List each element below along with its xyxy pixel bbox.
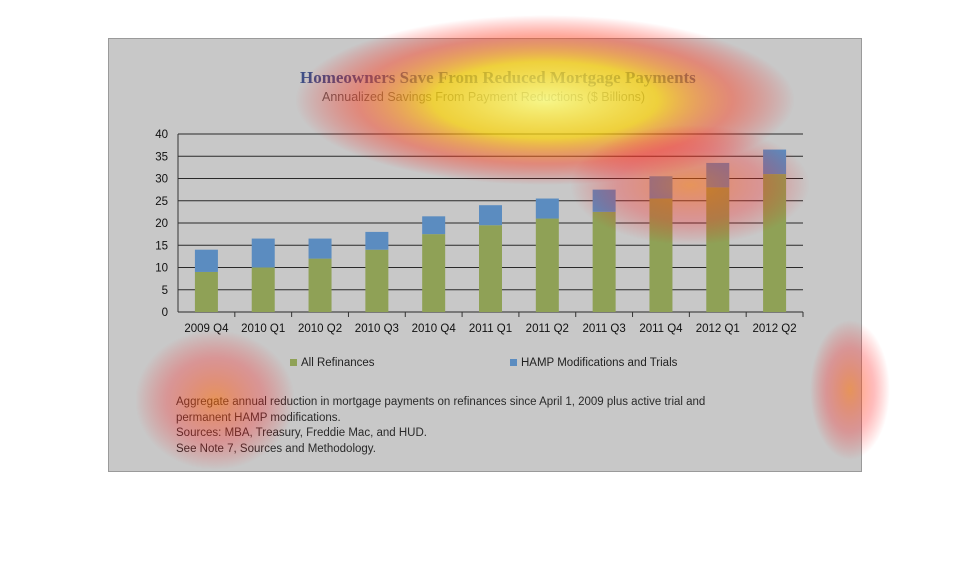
legend-label-hamp: HAMP Modifications and Trials — [521, 357, 678, 369]
y-tick-label: 25 — [155, 196, 168, 208]
bar-refinances — [308, 258, 332, 312]
bar-hamp — [479, 205, 502, 226]
x-tick-label: 2010 Q3 — [355, 323, 399, 335]
legend: All Refinances HAMP Modifications and Tr… — [290, 357, 750, 375]
bar-refinances — [422, 234, 446, 312]
legend-swatch-hamp — [510, 359, 517, 367]
note-line: permanent HAMP modifications. — [176, 411, 341, 424]
bar-refinances — [535, 218, 559, 312]
bar-refinances — [194, 271, 218, 312]
bar-hamp — [251, 238, 275, 268]
note-line: See Note 7, Sources and Methodology. — [176, 442, 376, 455]
y-tick-label: 10 — [155, 263, 168, 275]
legend-swatch-refinances — [290, 359, 297, 367]
x-tick-label: 2012 Q1 — [696, 323, 740, 335]
bar-hamp — [706, 162, 730, 188]
bar-refinances — [706, 187, 730, 312]
bar-refinances — [365, 249, 389, 312]
x-tick-label: 2010 Q1 — [241, 323, 285, 335]
y-tick-label: 40 — [155, 129, 168, 141]
bar-hamp — [365, 231, 389, 250]
x-tick-label: 2011 Q3 — [583, 323, 626, 335]
x-tick-label: 2011 Q2 — [526, 323, 569, 335]
x-tick-label: 2011 Q4 — [639, 323, 683, 335]
y-tick-label: 35 — [155, 151, 168, 163]
note-line: Sources: MBA, Treasury, Freddie Mac, and… — [176, 427, 427, 439]
bar-hamp — [422, 216, 446, 235]
y-tick-label: 30 — [155, 174, 168, 186]
x-tick-label: 2010 Q4 — [412, 323, 457, 335]
legend-label-refinances: All Refinances — [301, 357, 375, 369]
y-tick-label: 20 — [155, 218, 168, 230]
chart-notes: Aggregate annual reduction in mortgage p… — [176, 395, 736, 457]
x-tick-label: 2011 Q1 — [469, 323, 512, 335]
bar-hamp — [535, 198, 559, 219]
y-tick-label: 0 — [162, 307, 168, 319]
x-tick-label: 2009 Q4 — [184, 323, 229, 335]
bar-hamp — [308, 238, 332, 259]
bar-refinances — [763, 174, 787, 312]
bar-refinances — [592, 211, 616, 312]
y-tick-label: 15 — [155, 240, 168, 252]
bar-refinances — [649, 198, 673, 312]
legend-item-hamp: HAMP Modifications and Trials — [510, 357, 677, 369]
legend-item-refinances: All Refinances — [290, 357, 375, 369]
bar-hamp — [592, 189, 616, 212]
x-tick-label: 2010 Q2 — [298, 323, 342, 335]
x-tick-label: 2012 Q2 — [753, 323, 797, 335]
bar-hamp — [194, 249, 218, 272]
bar-hamp — [649, 176, 673, 199]
bar-refinances — [479, 225, 502, 312]
bar-hamp — [763, 149, 787, 175]
y-tick-label: 5 — [162, 285, 168, 297]
bar-refinances — [251, 267, 275, 312]
note-line: Aggregate annual reduction in mortgage p… — [176, 396, 706, 408]
